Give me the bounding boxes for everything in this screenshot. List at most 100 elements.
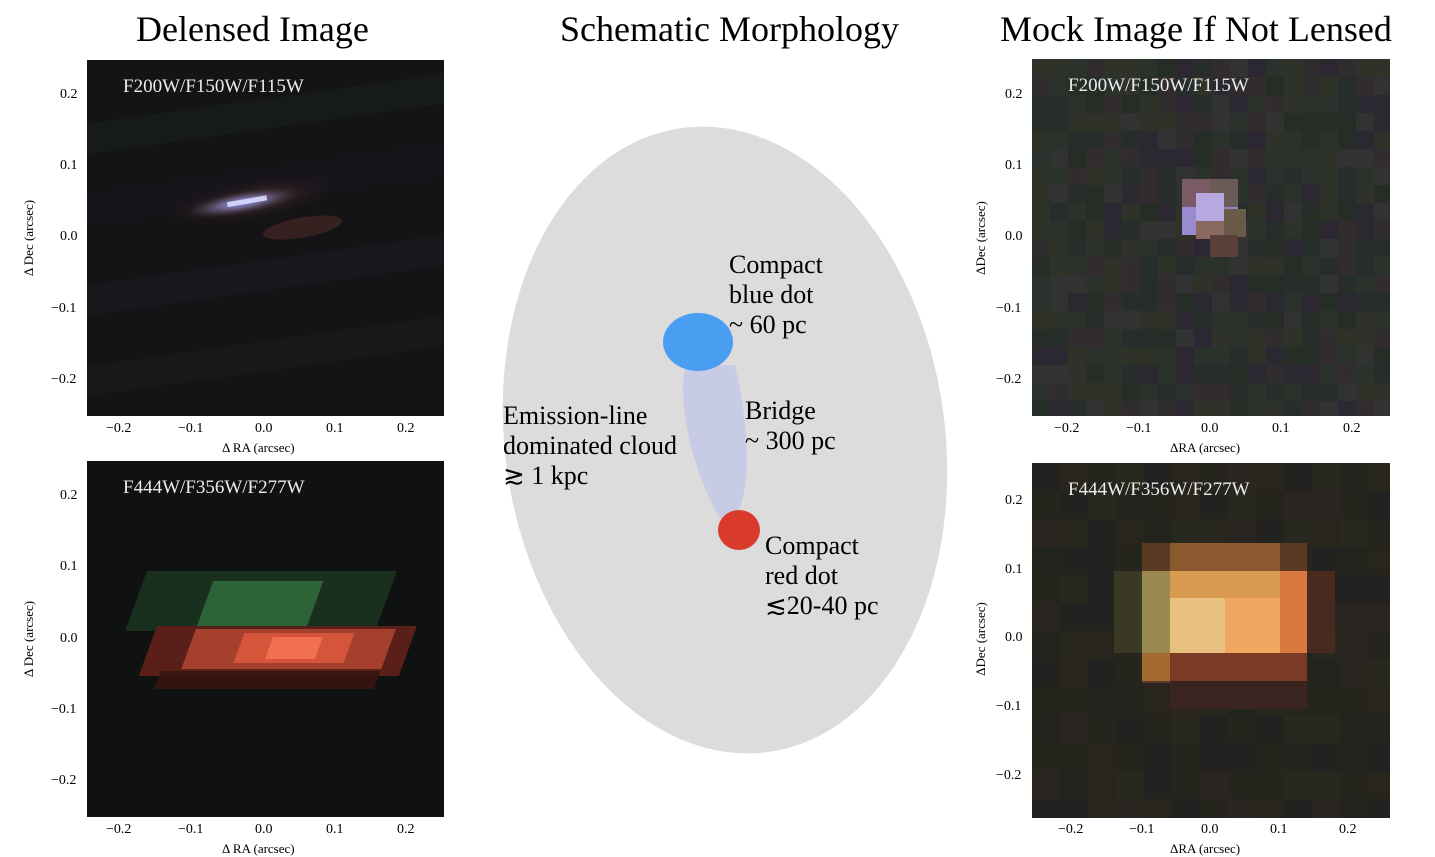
- y-tick: −0.2: [996, 372, 1022, 387]
- noise-pixel: [1086, 131, 1104, 149]
- noise-pixel: [1374, 167, 1390, 185]
- noise-pixel: [1104, 401, 1122, 416]
- noise-pixel: [1338, 95, 1356, 113]
- noise-pixel: [1266, 365, 1284, 383]
- x-axis-label: Δ RA (arcsec): [222, 440, 295, 455]
- y-tick: −0.2: [51, 773, 77, 788]
- x-tick: 0.1: [326, 822, 344, 837]
- noise-pixel: [1256, 743, 1284, 771]
- noise-pixel: [1266, 77, 1284, 95]
- y-tick: 0.0: [1005, 630, 1023, 645]
- noise-pixel: [1338, 59, 1356, 77]
- y-tick: 0.1: [60, 158, 78, 173]
- noise-pixel: [1086, 311, 1104, 329]
- bridge-label-line: Bridge: [745, 396, 816, 425]
- noise-pixel: [1230, 401, 1248, 416]
- noise-pixel: [1230, 365, 1248, 383]
- noise-pixel: [1320, 77, 1338, 95]
- noise-pixel: [1116, 463, 1144, 491]
- noise-pixel: [1176, 77, 1194, 95]
- noise-pixel: [1248, 77, 1266, 95]
- y-tick: −0.1: [51, 702, 77, 717]
- title-schematic-morphology: Schematic Morphology: [560, 9, 899, 49]
- noise-pixel: [1228, 771, 1256, 799]
- noise-pixel: [1032, 519, 1060, 547]
- noise-pixel: [1122, 167, 1140, 185]
- noise-pixel: [1060, 603, 1088, 631]
- noise-pixel: [1338, 131, 1356, 149]
- noise-pixel: [1088, 491, 1116, 519]
- x-tick: 0.2: [1339, 822, 1357, 837]
- noise-pixel: [1368, 547, 1390, 575]
- noise-pixel: [1248, 131, 1266, 149]
- noise-pixel: [1340, 799, 1368, 818]
- noise-pixel: [1212, 59, 1230, 77]
- noise-pixel: [1194, 149, 1212, 167]
- noise-pixel: [1340, 743, 1368, 771]
- noise-pixel: [1032, 631, 1060, 659]
- noise-pixel: [1032, 743, 1060, 771]
- noise-pixel: [1116, 547, 1144, 575]
- noise-pixel: [1356, 239, 1374, 257]
- noise-pixel: [1086, 59, 1104, 77]
- noise-pixel: [1320, 149, 1338, 167]
- noise-pixel: [1088, 743, 1116, 771]
- noise-pixel: [1320, 239, 1338, 257]
- noise-pixel: [1144, 519, 1172, 547]
- x-tick: −0.2: [1054, 421, 1080, 436]
- noise-pixel: [1284, 329, 1302, 347]
- red-dot-label-line: Compact: [765, 531, 859, 560]
- noise-pixel: [1374, 275, 1390, 293]
- noise-pixel: [1266, 149, 1284, 167]
- noise-pixel: [1340, 771, 1368, 799]
- noise-pixel: [1248, 329, 1266, 347]
- y-axis-label: Δ Dec (arcsec): [21, 199, 37, 277]
- noise-pixel: [1104, 311, 1122, 329]
- noise-pixel: [1032, 311, 1050, 329]
- noise-pixel: [1144, 771, 1172, 799]
- noise-pixel: [1266, 239, 1284, 257]
- noise-pixel: [1116, 687, 1144, 715]
- noise-pixel: [1104, 383, 1122, 401]
- noise-pixel: [1088, 799, 1116, 818]
- noise-pixel: [1032, 799, 1060, 818]
- noise-pixel: [1374, 59, 1390, 77]
- noise-pixel: [1194, 239, 1212, 257]
- noise-pixel: [1256, 771, 1284, 799]
- noise-pixel: [1068, 401, 1086, 416]
- noise-pixel: [1104, 275, 1122, 293]
- noise-pixel: [1068, 221, 1086, 239]
- noise-pixel: [1158, 185, 1176, 203]
- noise-pixel: [1068, 257, 1086, 275]
- noise-pixel: [1140, 401, 1158, 416]
- noise-pixel: [1212, 113, 1230, 131]
- noise-pixel: [1338, 293, 1356, 311]
- noise-pixel: [1302, 95, 1320, 113]
- x-tick: 0.2: [397, 421, 415, 436]
- noise-pixel: [1140, 185, 1158, 203]
- noise-pixel: [1172, 519, 1200, 547]
- noise-pixel: [1104, 113, 1122, 131]
- noise-pixel: [1338, 257, 1356, 275]
- noise-pixel: [1356, 113, 1374, 131]
- noise-pixel: [1068, 167, 1086, 185]
- noise-pixel: [1302, 203, 1320, 221]
- noise-pixel: [1312, 659, 1340, 687]
- noise-pixel: [1248, 221, 1266, 239]
- noise-pixel: [1176, 95, 1194, 113]
- noise-pixel: [1230, 77, 1248, 95]
- x-tick: 0.1: [1272, 421, 1290, 436]
- noise-pixel: [1284, 149, 1302, 167]
- noise-pixel: [1284, 95, 1302, 113]
- noise-pixel: [1284, 519, 1312, 547]
- noise-pixel: [1320, 293, 1338, 311]
- filter-label: F200W/F150W/F115W: [1068, 75, 1249, 96]
- noise-pixel: [1140, 221, 1158, 239]
- noise-pixel: [1032, 365, 1050, 383]
- noise-pixel: [1068, 347, 1086, 365]
- x-tick: 0.1: [326, 421, 344, 436]
- noise-pixel: [1284, 257, 1302, 275]
- noise-pixel: [1338, 113, 1356, 131]
- noise-pixel: [1140, 59, 1158, 77]
- y-tick: 0.0: [60, 229, 78, 244]
